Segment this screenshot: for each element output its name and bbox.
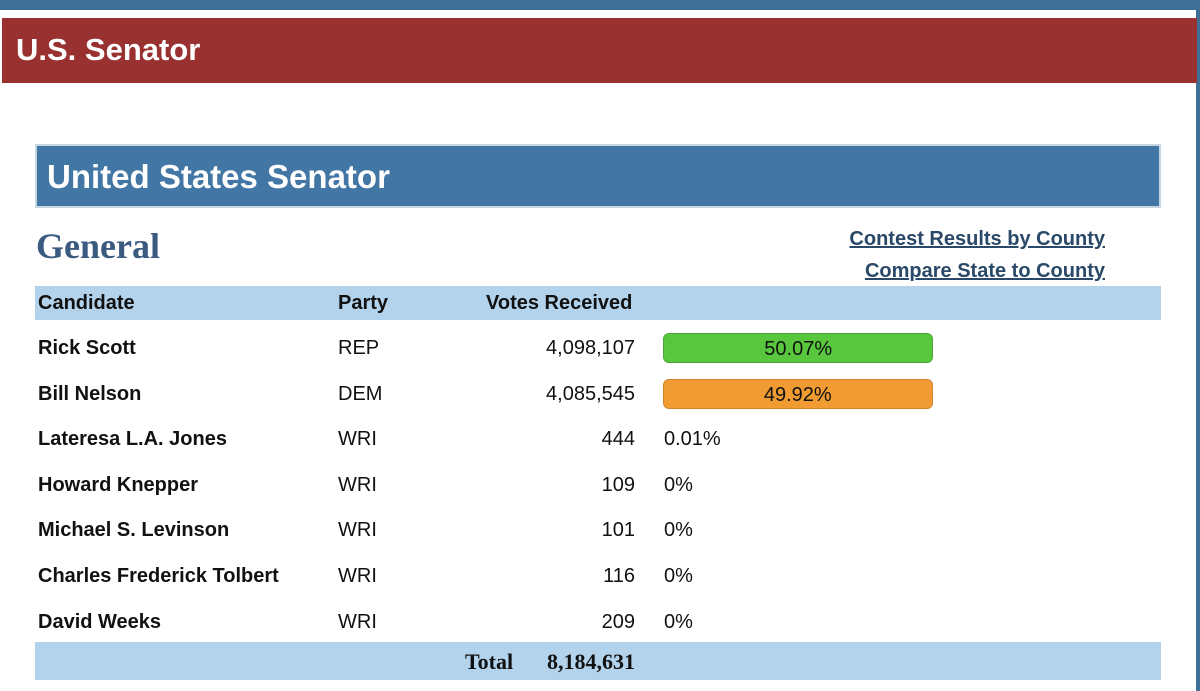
candidate-party: REP <box>338 337 380 359</box>
candidate-votes: 444 <box>601 428 635 451</box>
vote-share-percent: 0% <box>664 610 693 633</box>
table-row: Bill Nelson DEM 4,085,545 49.92% <box>35 371 1161 417</box>
vote-share-bar: 50.07% <box>663 333 934 363</box>
candidate-name: Howard Knepper <box>38 473 199 496</box>
compare-state-to-county-link[interactable]: Compare State to County <box>864 260 1105 282</box>
vote-share-percent: 0% <box>664 519 693 542</box>
table-row: David Weeks WRI 209 0% <box>35 599 1161 645</box>
candidate-votes: 4,085,545 <box>546 382 635 405</box>
votes-column-header: Votes Received <box>486 292 633 314</box>
results-table-header: Candidate Party Votes Received <box>35 286 1161 320</box>
candidate-name: David Weeks <box>38 610 162 633</box>
vote-share-percent: 0.01% <box>664 428 721 451</box>
candidate-name: Bill Nelson <box>38 382 142 405</box>
total-label: Total <box>465 649 514 674</box>
candidate-party: WRI <box>338 610 377 633</box>
candidate-party: DEM <box>338 382 383 405</box>
vote-share-percent: 50.07% <box>764 338 833 360</box>
candidate-column-header: Candidate <box>38 292 135 314</box>
candidate-votes: 209 <box>601 610 635 633</box>
contest-results-by-county-link[interactable]: Contest Results by County <box>849 228 1105 250</box>
table-row: Rick Scott REP 4,098,107 50.07% <box>35 325 1161 371</box>
party-column-header: Party <box>338 292 389 314</box>
candidate-name: Michael S. Levinson <box>38 519 230 542</box>
contest-title: United States Senator <box>47 158 390 195</box>
candidate-votes: 109 <box>601 473 635 496</box>
vote-share-percent: 49.92% <box>763 383 832 406</box>
candidate-party: WRI <box>338 564 377 587</box>
candidate-votes: 101 <box>601 519 635 542</box>
candidate-name: Rick Scott <box>38 337 136 359</box>
results-page: U.S. Senator United States Senator Gener… <box>0 10 1197 691</box>
vote-share-bar: 49.92% <box>663 378 933 409</box>
candidate-party: WRI <box>338 428 377 451</box>
candidate-votes: 4,098,107 <box>546 337 635 359</box>
table-row: Michael S. Levinson WRI 101 0% <box>35 507 1161 553</box>
table-row: Charles Frederick Tolbert WRI 116 0% <box>35 553 1161 599</box>
total-row: Total 8,184,631 <box>35 642 1161 680</box>
vote-share-percent: 0% <box>664 473 693 496</box>
candidate-votes: 116 <box>603 564 635 587</box>
candidate-party: WRI <box>338 519 377 542</box>
results-table-body: Rick Scott REP 4,098,107 50.07% Bill Nelson D… <box>35 325 1161 644</box>
office-title: U.S. Senator <box>16 32 201 67</box>
candidate-party: WRI <box>338 473 377 496</box>
contest-header: United States Senator <box>35 144 1161 208</box>
candidate-name: Lateresa L.A. Jones <box>38 428 227 451</box>
table-row: Howard Knepper WRI 109 0% <box>35 462 1161 508</box>
table-row: Lateresa L.A. Jones WRI 444 0.01% <box>35 416 1161 462</box>
total-votes: 8,184,631 <box>547 649 635 674</box>
candidate-name: Charles Frederick Tolbert <box>38 564 279 587</box>
vote-share-percent: 0% <box>664 564 693 587</box>
office-header: U.S. Senator <box>2 18 1197 83</box>
election-type-heading: General <box>36 226 160 266</box>
